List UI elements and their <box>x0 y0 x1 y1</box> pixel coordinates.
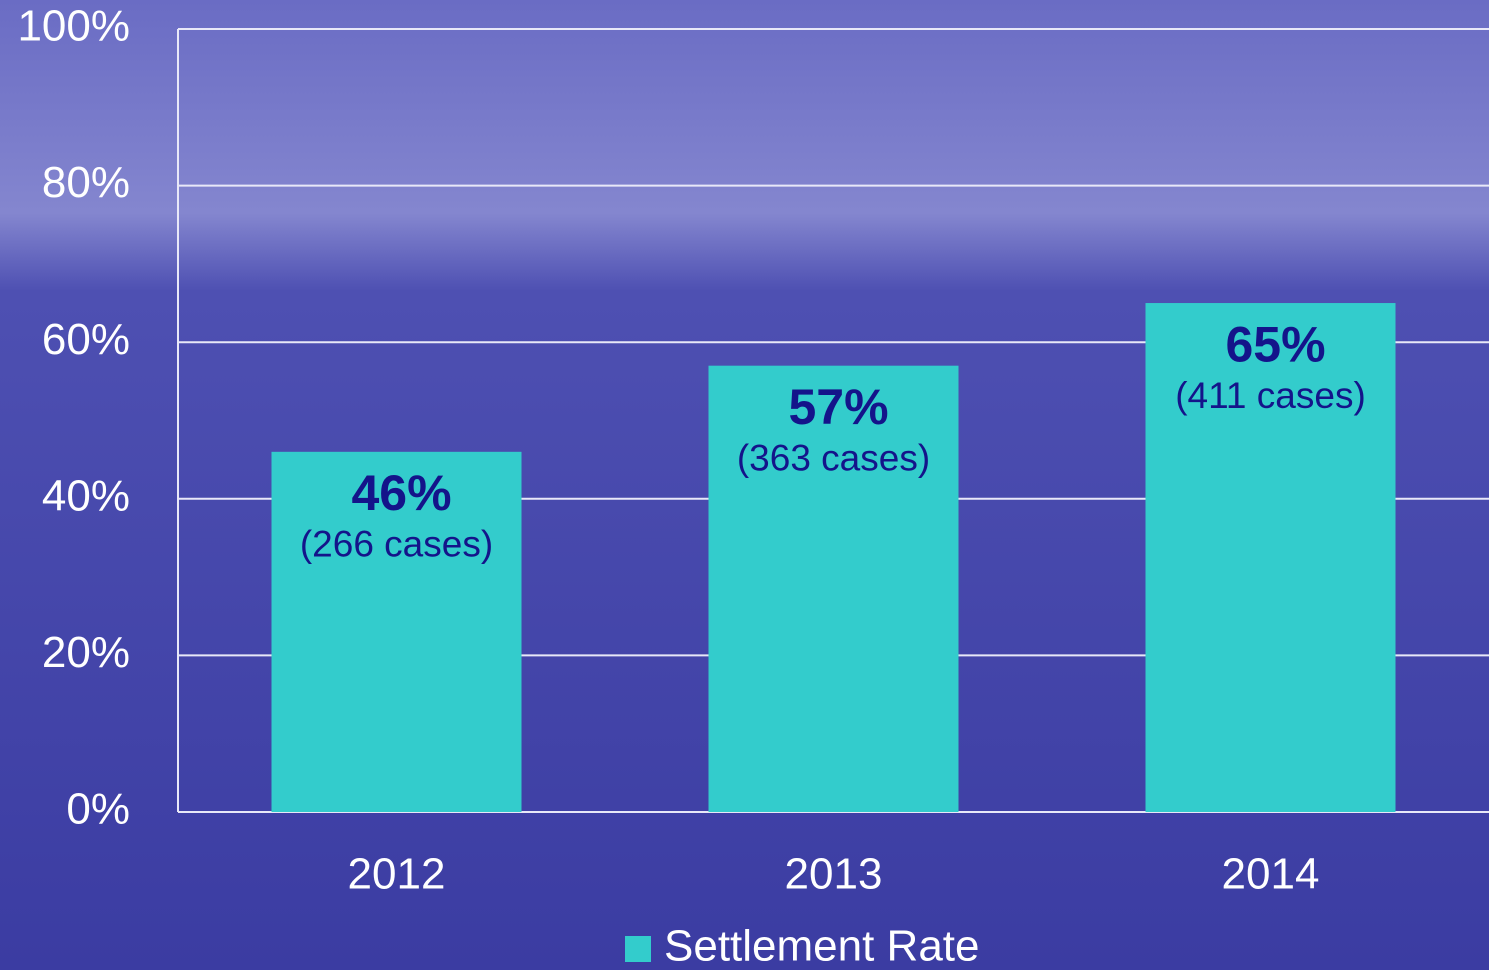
bar <box>271 451 522 812</box>
x-tick-label: 2012 <box>348 850 446 899</box>
value-label: 57% <box>788 379 888 435</box>
legend-swatch <box>625 936 651 962</box>
y-tick-label: 100% <box>17 2 130 51</box>
y-tick-label: 0% <box>66 785 130 834</box>
y-tick-label: 60% <box>42 315 130 364</box>
annotation: (363 cases) <box>737 437 930 478</box>
x-tick-label: 2013 <box>785 850 883 899</box>
annotation: (266 cases) <box>300 524 493 565</box>
bar <box>1145 303 1396 812</box>
y-tick-label: 20% <box>42 628 130 677</box>
legend-label: Settlement Rate <box>664 922 980 970</box>
value-label: 65% <box>1225 316 1325 372</box>
bar <box>708 365 959 812</box>
annotation: (411 cases) <box>1175 375 1366 416</box>
y-tick-label: 80% <box>42 158 130 207</box>
y-tick-label: 40% <box>42 471 130 520</box>
x-tick-label: 2014 <box>1222 850 1320 899</box>
value-label: 46% <box>351 465 451 521</box>
